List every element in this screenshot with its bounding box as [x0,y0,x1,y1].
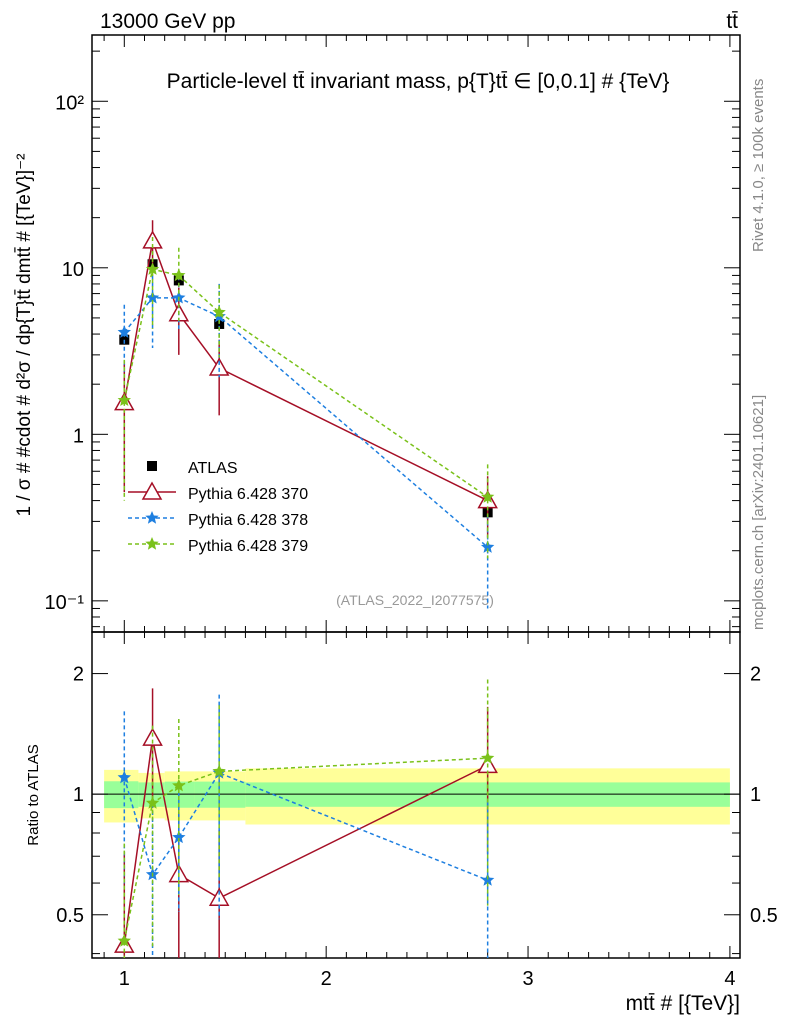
ratio-tick-label: 2 [73,664,84,686]
legend-label: ATLAS [188,460,238,477]
star-marker [145,262,160,275]
ratio-frame [91,631,741,959]
legend-label: Pythia 6.428 378 [188,512,308,529]
atlas-marker [173,275,184,286]
x-axis-label: mtt̄ # [{TeV}] [626,992,740,1015]
star-marker [481,490,495,503]
star-marker [212,764,226,777]
watermark: (ATLAS_2022_I2077575) [336,592,494,608]
x-tick-label: 1 [119,968,130,990]
y-tick-label: 10⁻¹ [45,592,85,614]
ratio-tick-label-right: 2 [750,664,761,686]
star-marker [117,393,131,406]
legend-label: Pythia 6.428 379 [188,538,308,555]
legend-label: Pythia 6.428 370 [188,486,308,503]
star-marker [212,305,226,318]
star-marker [172,830,186,844]
y-tick-label: 10 [62,259,84,281]
ratio-y-axis-label: Ratio to ATLAS [25,744,42,845]
x-tick-label: 4 [724,968,735,990]
x-tick-label: 2 [321,968,332,990]
ratio-tick-label-right: 0.5 [750,905,778,927]
atlas-marker [214,318,225,329]
ratio-tick-label: 1 [73,784,84,806]
top-left-label: 13000 GeV pp [100,10,235,33]
star-marker [117,934,131,947]
triangle-marker [141,481,163,500]
ratio-tick-label-right: 1 [750,784,761,806]
star-marker [481,751,495,764]
chart-title: Particle-level tt̄ invariant mass, p{T}t… [167,70,670,93]
mcplots-label: mcplots.cern.ch [arXiv:2401.10621] [750,395,767,630]
top-right-label: tt̄ [726,10,738,33]
ratio-tick-label: 0.5 [56,905,84,927]
star-marker [481,540,495,553]
star-marker [117,325,131,338]
rivet-version-label: Rivet 4.1.0, ≥ 100k events [750,79,767,252]
atlas-marker [119,334,130,345]
y-tick-label: 1 [73,425,84,447]
star-marker [145,511,159,524]
star-marker [172,778,186,792]
ratio-line [123,757,488,942]
atlas-marker [147,461,157,471]
triangle-marker [142,727,163,746]
star-marker [172,268,186,282]
star-marker [145,796,160,809]
star-marker [145,290,160,304]
star-marker [145,537,159,550]
y-axis-label: 1 / σ # #cdot # d²σ / dp{T}tt̄ dmtt̄ # [… [14,153,35,516]
ratio-band-green [104,781,139,809]
y-tick-label: 10² [55,92,84,114]
star-marker [117,770,131,784]
ratio-line [123,771,488,881]
x-tick-label: 3 [522,968,533,990]
